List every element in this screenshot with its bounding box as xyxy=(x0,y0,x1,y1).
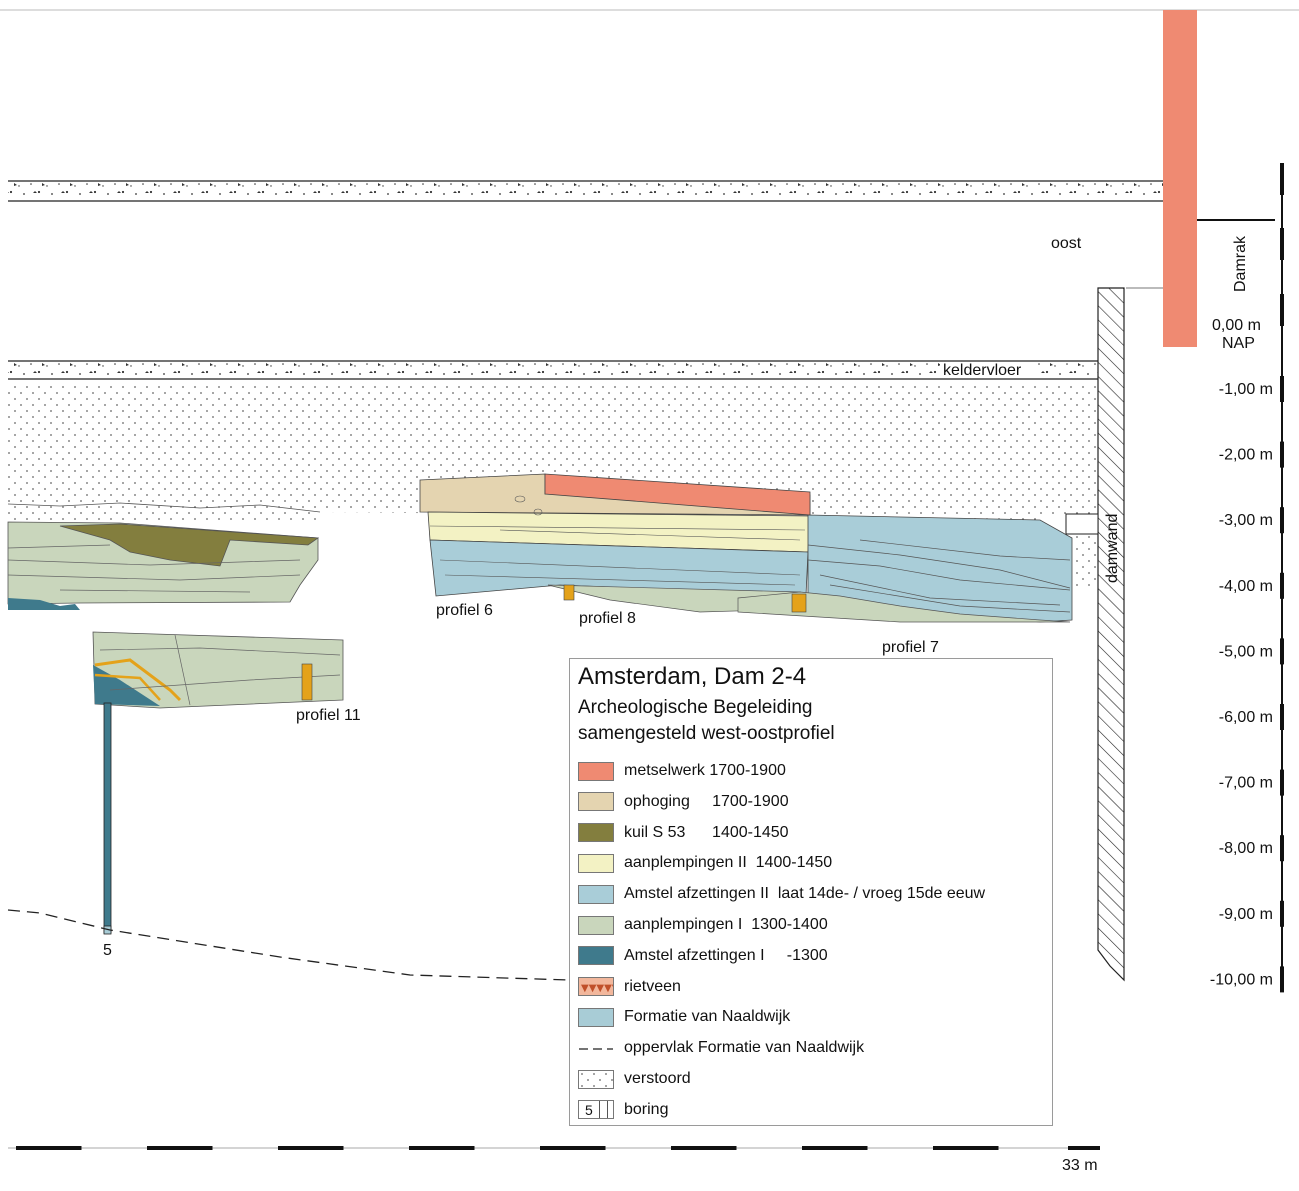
depth-scale-label: -6,00 m xyxy=(1219,709,1273,726)
legend-title: Amsterdam, Dam 2-4 xyxy=(578,663,807,690)
damrak-label: Damrak xyxy=(1232,235,1249,292)
oost-label: oost xyxy=(1051,235,1082,252)
legend-item: Amstel afzettingen II laat 14de- / vroeg… xyxy=(578,882,985,906)
legend-boring-number: 5 xyxy=(585,1101,593,1118)
profiel-11-section xyxy=(92,631,344,709)
naaldwijk-surface-line xyxy=(7,909,570,981)
legend-swatch: ▼▼▼▼▼ xyxy=(578,977,614,997)
legend-swatch xyxy=(578,946,614,966)
profiel-8-label: profiel 8 xyxy=(579,610,636,627)
scale-bar-segment xyxy=(1068,1146,1100,1150)
damwand-label: damwand xyxy=(1104,514,1121,583)
legend-item: aanplempingen II 1400-1450 xyxy=(578,851,832,875)
legend-swatch: 5 xyxy=(578,1100,614,1120)
svg-text:▼▼▼▼▼: ▼▼▼▼▼ xyxy=(581,983,613,994)
depth-scale-label: -3,00 m xyxy=(1219,512,1273,529)
nap-label: NAP xyxy=(1222,335,1255,352)
boring-number-label: 5 xyxy=(103,942,112,959)
scale-bar-segment xyxy=(16,1146,82,1150)
legend-item-label: aanplempingen II 1400-1450 xyxy=(624,854,833,872)
depth-scale-label: -2,00 m xyxy=(1219,447,1273,464)
metselwerk-east-wall xyxy=(1163,10,1197,347)
legend-swatch xyxy=(578,884,614,904)
depth-scale-label: -1,00 m xyxy=(1219,381,1273,398)
depth-scale-label: -4,00 m xyxy=(1219,578,1273,595)
legend-item: Amstel afzettingen I -1300 xyxy=(578,944,828,968)
scale-bar-segment xyxy=(278,1146,344,1150)
horizontal-scale-bar xyxy=(8,1146,1100,1150)
depth-scale-label: -5,00 m xyxy=(1219,643,1273,660)
legend-item: 5 boring xyxy=(578,1098,668,1122)
profiel-6-section xyxy=(419,473,811,613)
legend-swatch xyxy=(578,792,614,812)
scale-bar-segment xyxy=(409,1146,475,1150)
profiel-7-label: profiel 7 xyxy=(882,639,939,656)
verstoord-edge-west xyxy=(7,502,321,513)
scale-bar-segment xyxy=(933,1146,999,1150)
legend-swatch xyxy=(578,915,614,935)
legend-item-label: Amstel afzettingen II laat 14de- / vroeg… xyxy=(624,885,986,903)
profiel-west-section xyxy=(7,521,320,610)
legend-item-label: aanplempingen I 1300-1400 xyxy=(624,916,828,933)
keldervloer-label: keldervloer xyxy=(943,362,1022,379)
legend-item-label: kuil S 53 1400-1450 xyxy=(624,823,789,841)
nap-zero-label: 0,00 m xyxy=(1212,317,1261,334)
legend-boring-bar xyxy=(599,1101,608,1119)
upper-floor-band xyxy=(8,180,1163,202)
depth-scale-label: -8,00 m xyxy=(1219,840,1273,857)
legend-item-label: Formatie van Naaldwijk xyxy=(624,1008,791,1026)
legend-subtitle-2: samengesteld west-oostprofiel xyxy=(578,723,835,744)
legend-item: verstoord xyxy=(578,1067,691,1091)
legend-item: metselwerk 1700-1900 xyxy=(578,759,786,783)
depth-scale-label: -7,00 m xyxy=(1219,775,1273,792)
legend-item-label: rietveen xyxy=(624,977,681,995)
legend-item-label: metselwerk 1700-1900 xyxy=(624,762,786,779)
scale-bar-segment xyxy=(671,1146,737,1150)
legend-item-label: verstoord xyxy=(624,1070,691,1087)
legend-item: oppervlak Formatie van Naaldwijk xyxy=(578,1036,864,1060)
scale-bar-segment xyxy=(540,1146,606,1150)
boring-5 xyxy=(103,702,112,935)
damwand-sheetpile xyxy=(1065,287,1125,982)
legend-item: ophoging 1700-1900 xyxy=(578,790,789,814)
keldervloer-band xyxy=(8,360,1098,380)
legend-item-label: ophoging 1700-1900 xyxy=(624,792,789,810)
legend-item: Formatie van Naaldwijk xyxy=(578,1005,790,1029)
scale-end-label: 33 m xyxy=(1062,1157,1098,1174)
profiel-7-section xyxy=(737,514,1073,623)
legend-item-label: Amstel afzettingen I -1300 xyxy=(624,946,828,964)
depth-scale-label: -10,00 m xyxy=(1210,971,1273,988)
scale-bar-segment xyxy=(147,1146,213,1150)
legend-swatch xyxy=(578,1039,614,1058)
legend-item-label: oppervlak Formatie van Naaldwijk xyxy=(624,1039,865,1057)
legend-item: aanplempingen I 1300-1400 xyxy=(578,913,828,937)
legend-item: ▼▼▼▼▼ rietveen xyxy=(578,975,681,999)
legend-swatch xyxy=(578,761,614,781)
legend-item: kuil S 53 1400-1450 xyxy=(578,821,789,845)
profiel-6-label: profiel 6 xyxy=(436,602,493,619)
legend-box: Amsterdam, Dam 2-4 Archeologische Begele… xyxy=(569,658,1053,1126)
profiel-11-label: profiel 11 xyxy=(296,707,361,724)
scale-bar-segment xyxy=(802,1146,868,1150)
legend-swatch xyxy=(578,853,614,873)
legend-swatch xyxy=(578,823,614,843)
depth-scale: -1,00 m -2,00 m -3,00 m -4,00 m -5,00 m -6,00… xyxy=(1210,163,1284,993)
legend-swatch xyxy=(578,1007,614,1027)
legend-subtitle-1: Archeologische Begeleiding xyxy=(578,697,813,718)
legend-swatch xyxy=(578,1069,614,1089)
depth-scale-label: -9,00 m xyxy=(1219,906,1273,923)
legend-item-label: boring xyxy=(624,1100,669,1118)
